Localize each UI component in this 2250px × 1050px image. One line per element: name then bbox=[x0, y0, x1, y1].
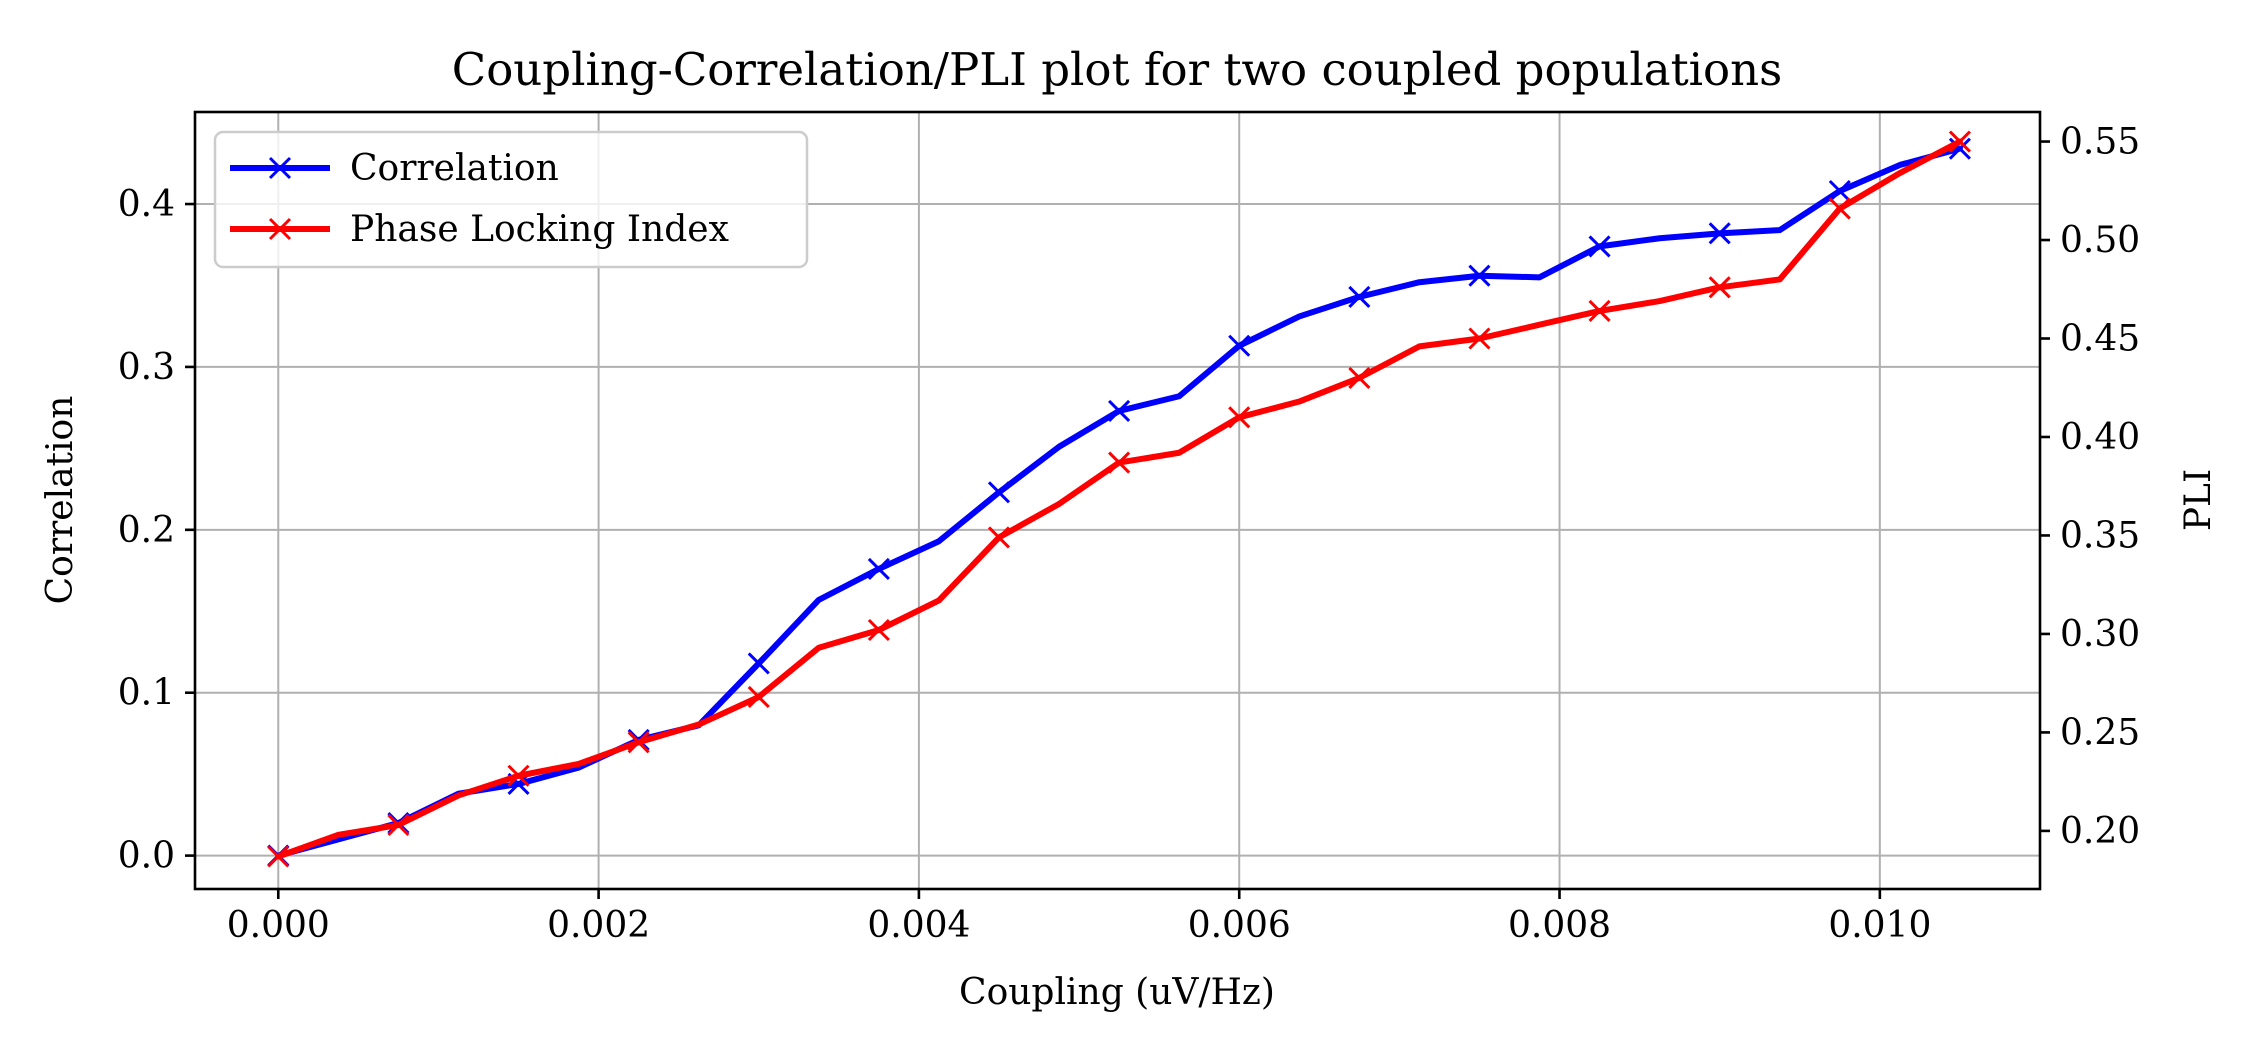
x-tick-label: 0.008 bbox=[1508, 905, 1611, 946]
y2-tick-label: 0.25 bbox=[2060, 712, 2140, 753]
x-tick-label: 0.002 bbox=[547, 905, 650, 946]
y-tick-label: 0.0 bbox=[118, 836, 175, 877]
x-tick-label: 0.000 bbox=[227, 905, 330, 946]
y-axis-label: Correlation bbox=[40, 396, 81, 605]
y2-tick-label: 0.50 bbox=[2060, 220, 2140, 261]
y2-tick-label: 0.20 bbox=[2060, 811, 2140, 852]
data-point-correlation bbox=[749, 653, 769, 673]
legend-label-correlation: Correlation bbox=[350, 148, 559, 189]
legend: Correlation Phase Locking Index bbox=[215, 132, 807, 267]
data-point-correlation bbox=[989, 482, 1009, 502]
x-tick-label: 0.006 bbox=[1188, 905, 1291, 946]
y2-tick-label: 0.55 bbox=[2060, 122, 2140, 163]
x-tick-label: 0.004 bbox=[867, 905, 970, 946]
data-point-pli bbox=[1830, 199, 1850, 219]
legend-label-pli: Phase Locking Index bbox=[350, 209, 729, 250]
y2-tick-label: 0.45 bbox=[2060, 319, 2140, 360]
y2-tick-label: 0.35 bbox=[2060, 515, 2140, 556]
chart-title: Coupling-Correlation/PLI plot for two co… bbox=[452, 43, 1782, 96]
y-tick-label: 0.1 bbox=[118, 673, 175, 714]
y2-tick-label: 0.30 bbox=[2060, 614, 2140, 655]
y2-tick-label: 0.40 bbox=[2060, 417, 2140, 458]
y-tick-label: 0.4 bbox=[118, 184, 175, 225]
y-tick-label: 0.3 bbox=[118, 347, 175, 388]
y2-axis-label: PLI bbox=[2178, 469, 2219, 531]
x-axis-label: Coupling (uV/Hz) bbox=[959, 972, 1275, 1013]
x-tick-label: 0.010 bbox=[1828, 905, 1931, 946]
y-tick-label: 0.2 bbox=[118, 510, 175, 551]
